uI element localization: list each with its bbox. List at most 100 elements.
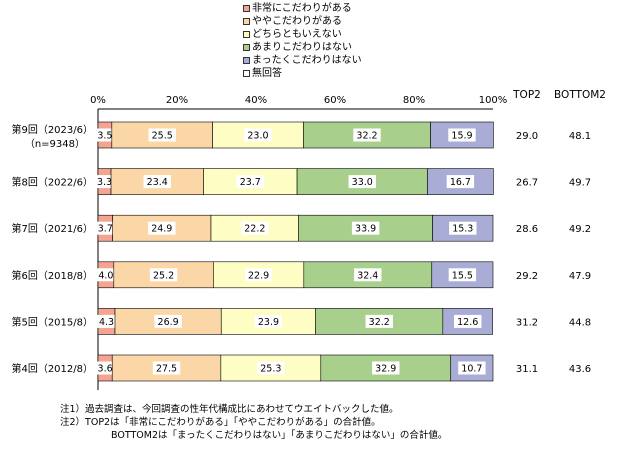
top2-header: TOP2 <box>512 89 541 101</box>
category-label: 第5回（2015/8） <box>11 315 93 328</box>
data-label-bg <box>351 221 380 235</box>
x-tick-label: 60% <box>324 95 346 106</box>
data-label-bg <box>148 128 176 142</box>
category-label: 第4回（2012/8） <box>11 362 93 375</box>
top2-value: 29.2 <box>516 271 538 282</box>
top2-value: 31.1 <box>516 364 538 375</box>
data-label: 3.5 <box>97 131 112 142</box>
legend-item: 無回答 <box>243 67 362 80</box>
x-tick-label: 40% <box>245 95 267 106</box>
data-label-bg <box>244 268 273 282</box>
category-label: 第6回（2018/8） <box>11 269 93 282</box>
data-label: 33.9 <box>355 224 376 235</box>
note-1: 注1）過去調査は、今回調査の性年代構成比にあわせてウエイトバックした値。 <box>60 404 399 415</box>
data-label: 32.4 <box>357 270 378 281</box>
data-label-bg <box>93 175 116 189</box>
data-label-bg <box>149 268 178 282</box>
data-label-bg <box>94 361 117 375</box>
data-label: 25.3 <box>260 364 281 375</box>
legend-swatch <box>243 31 250 38</box>
data-label: 22.2 <box>244 224 265 235</box>
data-label: 25.5 <box>152 131 173 142</box>
data-label-bg <box>95 268 117 282</box>
data-label-bg <box>449 221 477 235</box>
data-label: 10.7 <box>461 364 482 375</box>
bottom2-value: 48.1 <box>569 131 591 142</box>
stacked-bar-chart: 0% 20% 40% 60% 80% 100% TOP2 BOTTOM2 3.5 25.5 23.0… <box>11 89 606 390</box>
data-label-bg <box>94 221 117 235</box>
data-label-bg <box>365 314 393 328</box>
data-label: 3.7 <box>98 224 113 235</box>
legend-label: まったくこだわりはない <box>252 55 362 66</box>
data-label-bg <box>458 361 486 375</box>
x-tick-label: 0% <box>90 95 106 106</box>
data-label-bg <box>446 175 475 189</box>
top2-value: 28.6 <box>516 224 538 235</box>
top2-value: 29.0 <box>516 131 538 142</box>
legend-swatch <box>243 57 250 64</box>
data-label-bg <box>154 314 182 328</box>
data-label: 26.9 <box>158 317 179 328</box>
data-label-bg <box>148 221 176 235</box>
bottom2-value: 47.9 <box>569 271 591 282</box>
data-label-bg <box>95 314 118 328</box>
data-label: 15.5 <box>452 270 473 281</box>
legend-item: ややこだわりがある <box>243 15 362 28</box>
data-label-bg <box>94 128 116 142</box>
bar-segment <box>111 354 222 382</box>
legend-label: どちらともいえない <box>252 29 342 40</box>
data-label: 33.0 <box>352 177 373 188</box>
data-label: 23.0 <box>247 131 268 142</box>
data-label: 24.9 <box>151 224 172 235</box>
data-label: 15.9 <box>451 131 472 142</box>
legend-swatch <box>243 5 250 12</box>
legend-item: どちらともいえない <box>243 28 362 41</box>
data-label-bg <box>448 128 476 142</box>
legend-swatch <box>243 44 250 51</box>
data-label: 3.3 <box>97 177 112 188</box>
legend-item: あまりこだわりはない <box>243 41 362 54</box>
data-label: 15.3 <box>452 224 473 235</box>
data-label: 12.6 <box>457 317 478 328</box>
legend-item: 非常にこだわりがある <box>243 2 362 15</box>
x-tick-label: 80% <box>403 95 425 106</box>
data-label-bg <box>241 221 269 235</box>
data-label-bg <box>372 361 400 375</box>
data-label: 27.5 <box>156 364 177 375</box>
bar-segment <box>110 168 204 195</box>
bottom2-value: 43.6 <box>569 364 591 375</box>
data-label: 25.2 <box>153 270 174 281</box>
legend-label: ややこだわりがある <box>252 16 342 27</box>
legend-label: あまりこだわりはない <box>252 42 352 53</box>
data-label: 3.6 <box>98 364 113 375</box>
data-label: 23.9 <box>258 317 279 328</box>
data-label-bg <box>254 314 283 328</box>
data-label-bg <box>257 361 285 375</box>
data-label: 4.0 <box>98 270 113 281</box>
bottom2-value: 49.7 <box>569 178 591 189</box>
legend-label: 無回答 <box>252 68 282 79</box>
data-label: 32.2 <box>356 131 377 142</box>
data-label-bg <box>353 128 381 142</box>
data-label: 32.9 <box>375 364 396 375</box>
data-label: 32.2 <box>369 317 390 328</box>
category-label: 第8回（2022/6） <box>11 176 93 189</box>
top2-value: 26.7 <box>516 178 538 189</box>
legend: 非常にこだわりがある ややこだわりがある どちらともいえない あまりこだわりはない まっ… <box>243 2 362 80</box>
legend-label: 非常にこだわりがある <box>252 3 352 14</box>
data-label: 23.4 <box>147 177 168 188</box>
data-label-bg <box>454 314 482 328</box>
data-label: 23.7 <box>240 177 261 188</box>
data-label-bg <box>244 128 272 142</box>
x-tick-label: 100% <box>479 95 508 106</box>
bottom2-value: 44.8 <box>569 317 591 328</box>
bottom2-value: 49.2 <box>569 224 591 235</box>
data-label-bg <box>354 268 382 282</box>
data-label-bg <box>143 175 171 189</box>
category-label: 第9回（2023/6） <box>11 123 93 136</box>
legend-swatch <box>243 70 250 77</box>
note-2: 注2）TOP2は「非常にこだわりがある」「ややこだわりがある」の合計値。 <box>60 417 381 428</box>
legend-swatch <box>243 18 250 25</box>
data-label-bg <box>348 175 376 189</box>
data-label-bg <box>236 175 264 189</box>
